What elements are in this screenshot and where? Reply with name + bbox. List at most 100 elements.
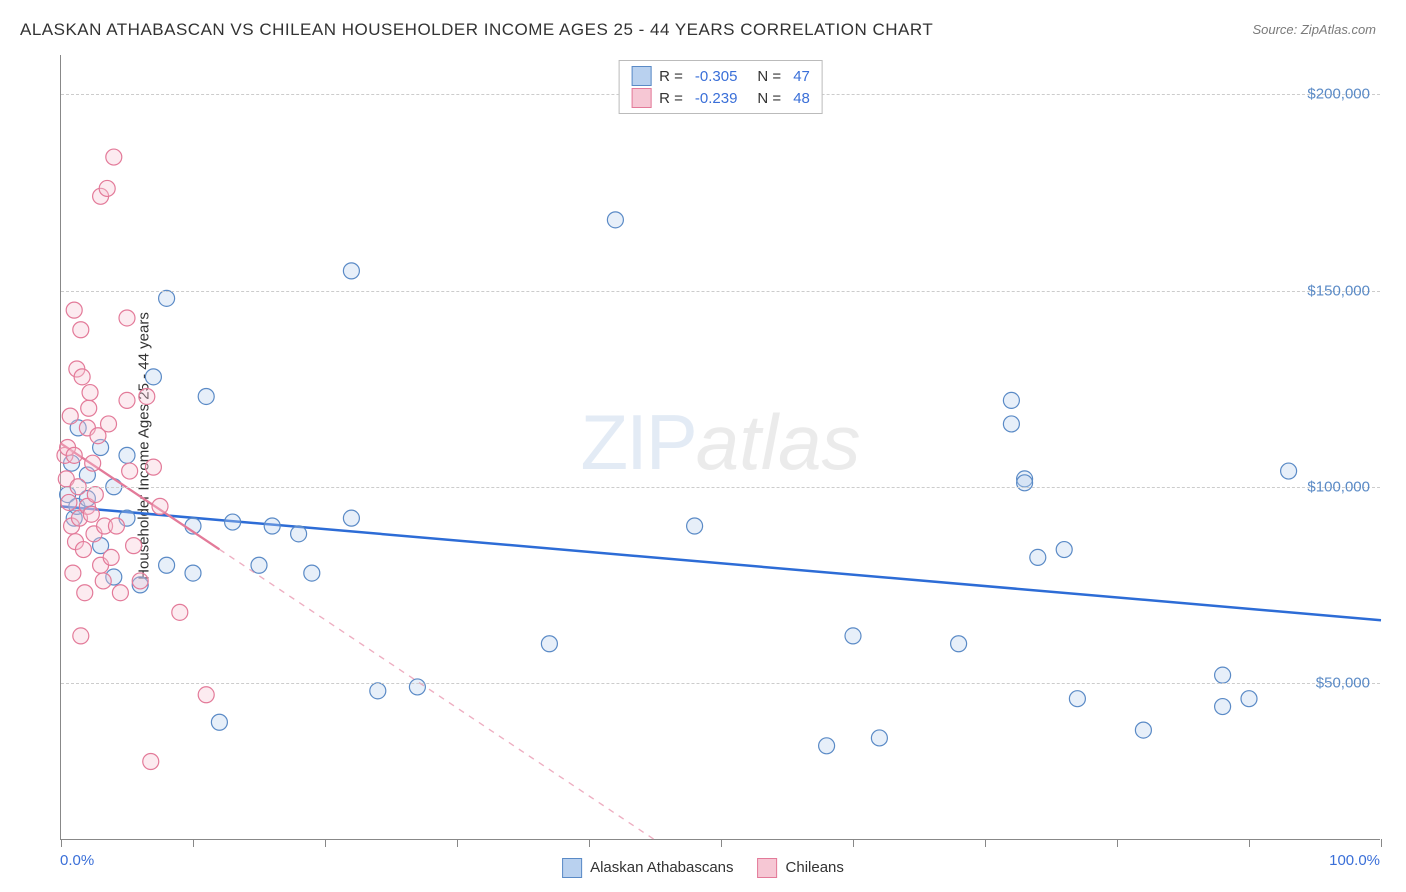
data-point — [211, 714, 227, 730]
y-tick-label: $100,000 — [1307, 478, 1370, 495]
legend-swatch-series-2 — [631, 88, 651, 108]
series-legend-item: Chileans — [758, 858, 844, 878]
data-point — [101, 416, 117, 432]
data-point — [152, 498, 168, 514]
x-tick — [1249, 839, 1250, 847]
data-point — [198, 687, 214, 703]
legend-swatch-series-2 — [758, 858, 778, 878]
data-point — [99, 180, 115, 196]
data-point — [83, 506, 99, 522]
data-point — [343, 263, 359, 279]
r-value-1: -0.305 — [695, 68, 738, 85]
x-tick — [589, 839, 590, 847]
n-value-2: 48 — [793, 90, 810, 107]
data-point — [85, 455, 101, 471]
data-point — [145, 369, 161, 385]
data-point — [82, 385, 98, 401]
r-value-2: -0.239 — [695, 90, 738, 107]
data-point — [1215, 667, 1231, 683]
data-point — [95, 573, 111, 589]
data-point — [1241, 691, 1257, 707]
data-point — [185, 565, 201, 581]
data-point — [143, 754, 159, 770]
data-point — [1281, 463, 1297, 479]
data-point — [607, 212, 623, 228]
y-tick-label: $200,000 — [1307, 86, 1370, 103]
x-tick — [721, 839, 722, 847]
x-tick — [193, 839, 194, 847]
data-point — [81, 400, 97, 416]
trend-line-extrapolated — [219, 549, 655, 840]
data-point — [1069, 691, 1085, 707]
data-point — [687, 518, 703, 534]
data-point — [87, 487, 103, 503]
data-point — [103, 549, 119, 565]
data-point — [198, 388, 214, 404]
data-point — [106, 149, 122, 165]
data-point — [75, 542, 91, 558]
data-point — [159, 290, 175, 306]
source-attribution: Source: ZipAtlas.com — [1252, 22, 1376, 37]
legend-swatch-series-1 — [631, 66, 651, 86]
y-tick-label: $50,000 — [1316, 675, 1370, 692]
x-tick — [853, 839, 854, 847]
series-legend-item: Alaskan Athabascans — [562, 858, 733, 878]
data-point — [264, 518, 280, 534]
data-point — [159, 557, 175, 573]
data-point — [77, 585, 93, 601]
data-point — [145, 459, 161, 475]
data-point — [1017, 475, 1033, 491]
data-point — [951, 636, 967, 652]
gridline — [61, 487, 1380, 488]
chart-container: ALASKAN ATHABASCAN VS CHILEAN HOUSEHOLDE… — [0, 0, 1406, 892]
data-point — [225, 514, 241, 530]
gridline — [61, 291, 1380, 292]
data-point — [66, 302, 82, 318]
series-legend: Alaskan Athabascans Chileans — [562, 848, 844, 887]
y-tick-label: $150,000 — [1307, 282, 1370, 299]
data-point — [73, 628, 89, 644]
data-point — [112, 585, 128, 601]
n-label: N = — [757, 68, 781, 85]
data-point — [1003, 416, 1019, 432]
data-point — [1003, 392, 1019, 408]
data-point — [370, 683, 386, 699]
n-value-1: 47 — [793, 68, 810, 85]
data-point — [65, 565, 81, 581]
r-label: R = — [659, 90, 683, 107]
plot-area: ZIPatlas R = -0.305 N = 47 R = -0.239 N … — [60, 55, 1380, 840]
x-tick — [1117, 839, 1118, 847]
gridline — [61, 683, 1380, 684]
data-point — [1030, 549, 1046, 565]
data-point — [1135, 722, 1151, 738]
data-point — [119, 310, 135, 326]
data-point — [304, 565, 320, 581]
data-point — [871, 730, 887, 746]
data-point — [409, 679, 425, 695]
data-point — [541, 636, 557, 652]
x-tick — [457, 839, 458, 847]
data-point — [119, 392, 135, 408]
legend-swatch-series-1 — [562, 858, 582, 878]
x-tick — [325, 839, 326, 847]
data-point — [139, 388, 155, 404]
x-tick — [61, 839, 62, 847]
r-label: R = — [659, 68, 683, 85]
series-legend-label: Chileans — [786, 859, 844, 876]
x-tick — [985, 839, 986, 847]
x-axis-max-label: 100.0% — [1329, 852, 1380, 869]
x-axis-min-label: 0.0% — [60, 852, 94, 869]
data-point — [73, 322, 89, 338]
data-point — [126, 538, 142, 554]
data-point — [845, 628, 861, 644]
data-point — [291, 526, 307, 542]
correlation-legend-row: R = -0.239 N = 48 — [631, 87, 810, 109]
data-point — [61, 494, 77, 510]
data-point — [74, 369, 90, 385]
data-point — [251, 557, 267, 573]
n-label: N = — [757, 90, 781, 107]
correlation-legend-row: R = -0.305 N = 47 — [631, 65, 810, 87]
data-point — [66, 447, 82, 463]
x-tick — [1381, 839, 1382, 847]
data-point — [132, 573, 148, 589]
